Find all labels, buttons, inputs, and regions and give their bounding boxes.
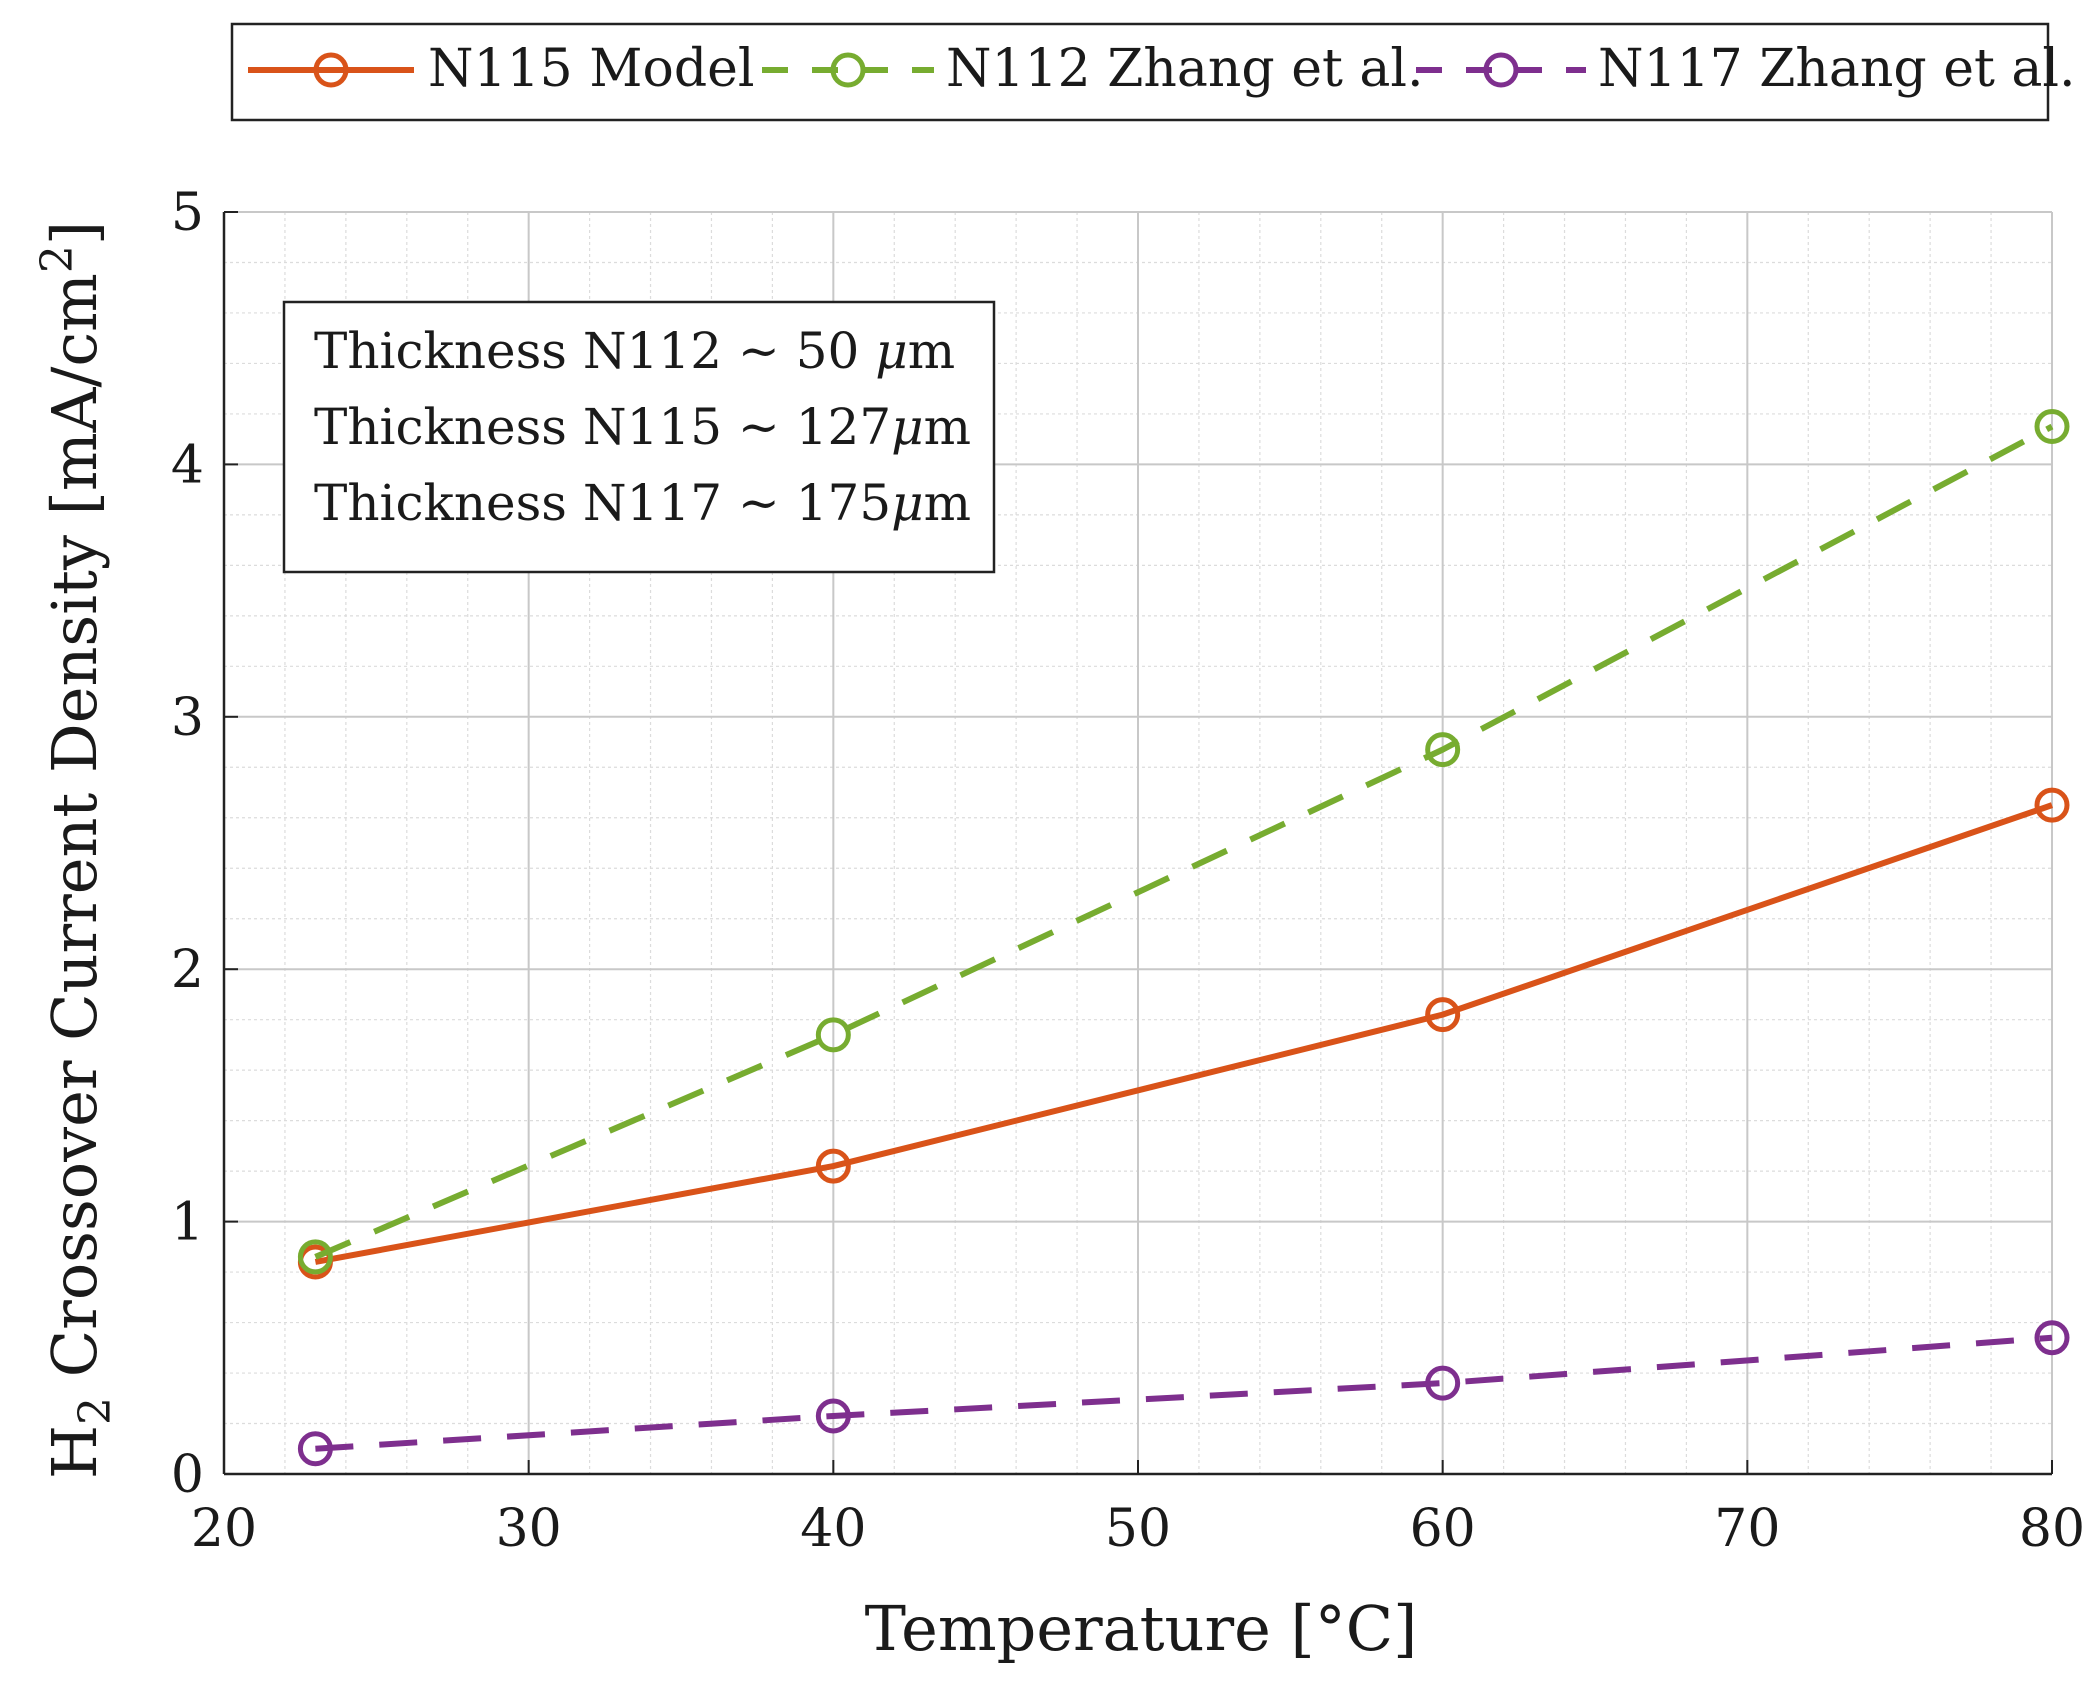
data-point <box>1425 1365 1461 1401</box>
y-axis-title: H2 Crossover Current Density [mA/cm2] <box>32 221 121 1479</box>
x-tick-label: 80 <box>2019 1499 2085 1559</box>
legend-marker <box>313 52 349 88</box>
x-tick-label: 20 <box>191 1499 257 1559</box>
y-tick-label: 5 <box>171 183 204 243</box>
x-tick-label: 50 <box>1105 1499 1171 1559</box>
x-axis-title: Temperature [°C] <box>865 1592 1418 1665</box>
series-n117-zhang-et-al <box>297 1320 2070 1467</box>
legend-marker <box>830 52 866 88</box>
y-tick-label: 3 <box>171 688 204 748</box>
series-n112-zhang-et-al <box>297 409 2070 1275</box>
annotation-line-2: Thickness N115 ~ 127μm <box>314 398 971 456</box>
data-point <box>815 1398 851 1434</box>
y-tick-label: 2 <box>171 940 204 1000</box>
y-tick-label: 4 <box>171 435 204 495</box>
legend-label-n112-zhang: N112 Zhang et al. <box>946 39 1424 99</box>
x-tick-label: 40 <box>800 1499 866 1559</box>
thickness-annotation: Thickness N112 ~ 50 μm Thickness N115 ~ … <box>282 300 996 574</box>
legend-sample-n112-zhang-et-al <box>762 52 934 88</box>
legend-sample-n115-model <box>248 52 414 88</box>
axes: 20 30 40 50 60 70 80 0 1 2 3 4 5 <box>171 183 2085 1559</box>
data-point <box>297 1431 333 1467</box>
legend-sample-n117-zhang-et-al <box>1416 52 1586 88</box>
data-point <box>1425 732 1461 768</box>
legend-items <box>248 52 1586 88</box>
data-point <box>2034 409 2070 445</box>
series-line <box>314 423 2054 1260</box>
data-point <box>2034 787 2070 823</box>
y-tick-label: 1 <box>171 1193 204 1253</box>
series-layer <box>297 409 2070 1467</box>
series-line <box>315 1334 2053 1452</box>
legend-box <box>230 22 2050 122</box>
x-tick-label: 70 <box>1714 1499 1780 1559</box>
legend-label-n115-model: N115 Model <box>428 39 755 99</box>
data-point <box>815 1148 851 1184</box>
data-point <box>815 1017 851 1053</box>
data-point <box>297 1239 333 1275</box>
x-tick-label: 30 <box>496 1499 562 1559</box>
series-line <box>314 802 2053 1265</box>
annotation-line-1: Thickness N112 ~ 50 μm <box>314 322 955 380</box>
legend: N115 Model N112 Zhang et al. N117 Zhang … <box>230 22 2076 122</box>
annotation-box <box>282 300 996 574</box>
x-tick-label: 60 <box>1410 1499 1476 1559</box>
annotation-line-3: Thickness N117 ~ 175μm <box>314 474 971 532</box>
legend-marker <box>1483 52 1519 88</box>
data-point <box>2034 1320 2070 1356</box>
legend-label-n117-zhang: N117 Zhang et al. <box>1598 39 2076 99</box>
y-tick-label: 0 <box>171 1445 204 1505</box>
data-point <box>1425 997 1461 1033</box>
